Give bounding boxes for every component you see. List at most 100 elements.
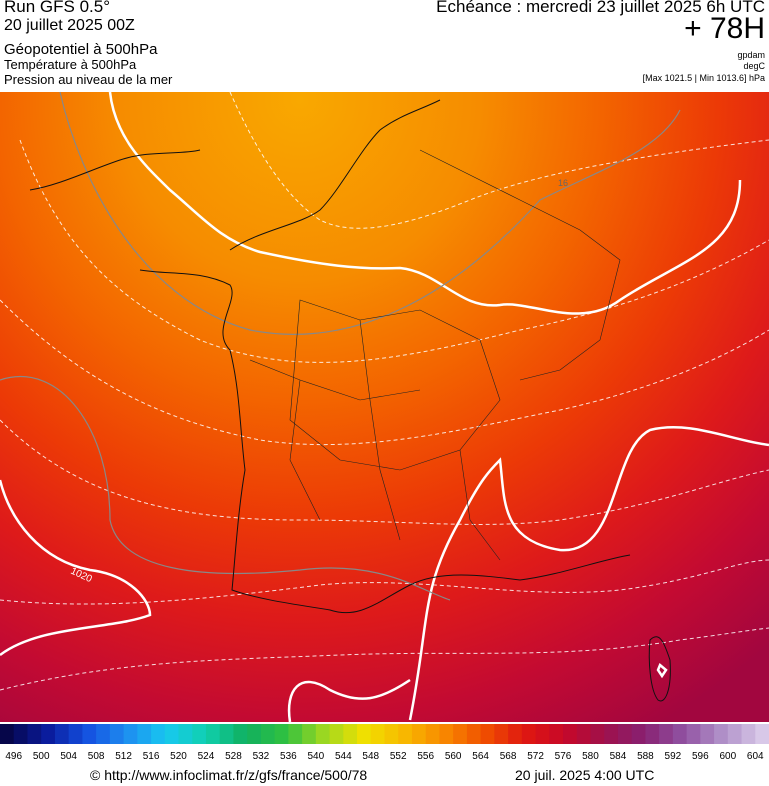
colorbar-swatch xyxy=(315,724,331,744)
colorbar-swatch xyxy=(370,724,385,744)
coastline xyxy=(29,99,671,702)
colorbar-swatch xyxy=(41,724,56,744)
colorbar-label: 564 xyxy=(472,751,489,762)
colorbar-swatch xyxy=(425,724,440,744)
colorbar-swatch xyxy=(480,724,495,744)
colorbar-swatch xyxy=(205,724,221,744)
colorbar-swatch xyxy=(535,724,550,744)
colorbar-label: 592 xyxy=(665,751,682,762)
colorbar-label: 596 xyxy=(692,751,709,762)
colorbar-swatch xyxy=(714,724,729,744)
colorbar-swatch xyxy=(123,724,138,744)
isobars xyxy=(0,91,681,601)
run: Run GFS 0.5° xyxy=(4,0,111,16)
colorbar-label: 600 xyxy=(719,751,736,762)
colorbar-label: 512 xyxy=(115,751,132,762)
colorbar-swatch xyxy=(631,724,646,744)
unit: gpdam xyxy=(737,50,765,60)
lead-time: + 78H xyxy=(684,12,765,45)
colorbar-swatch xyxy=(741,724,756,744)
colorbar-swatch xyxy=(604,724,619,744)
colorbar: 496 500 504 508 512 516 520 524 528 532 536 540 544 5… xyxy=(0,724,769,762)
colorbar-swatch xyxy=(329,724,344,744)
colorbar-swatch xyxy=(645,724,660,744)
colorbar-label: 568 xyxy=(500,751,517,762)
colorbar-swatch xyxy=(82,724,97,744)
colorbar-swatch xyxy=(590,724,605,744)
colorbar-swatch xyxy=(219,724,234,744)
colorbar-swatch xyxy=(247,724,262,744)
field-shading xyxy=(0,92,769,722)
colorbar-swatch xyxy=(439,724,454,744)
colorbar-swatch xyxy=(617,724,633,744)
colorbar-swatch xyxy=(508,724,523,744)
unit: degC xyxy=(743,61,765,71)
colorbar-swatch xyxy=(411,724,427,744)
colorbar-swatch xyxy=(233,724,248,744)
colorbar-swatch xyxy=(576,724,591,744)
colorbar-label: 528 xyxy=(225,751,242,762)
colorbar-swatch xyxy=(109,724,125,744)
colorbar-label: 604 xyxy=(747,751,764,762)
colorbar-swatch xyxy=(96,724,111,744)
colorbar-swatch xyxy=(13,724,28,744)
run-date: 20 juillet 2025 00Z xyxy=(4,17,135,34)
colorbar-swatch xyxy=(0,724,15,744)
colorbar-swatch xyxy=(137,724,152,744)
colorbar-swatch xyxy=(357,724,372,744)
colorbar-swatch xyxy=(164,724,180,744)
colorbar-label: 556 xyxy=(417,751,434,762)
colorbar-label: 524 xyxy=(198,751,215,762)
colorbar-swatch xyxy=(302,724,317,744)
contour-label: 16 xyxy=(558,178,568,188)
colorbar-label: 580 xyxy=(582,751,599,762)
colorbar-swatch xyxy=(755,724,769,744)
colorbar-swatch xyxy=(494,724,509,744)
borders xyxy=(249,149,621,561)
colorbar-label: 560 xyxy=(445,751,462,762)
colorbar-swatch xyxy=(672,724,688,744)
colorbar-swatch xyxy=(288,724,303,744)
generated-time: 20 juil. 2025 4:00 UTC xyxy=(515,767,655,783)
colorbar-label: 536 xyxy=(280,751,297,762)
colorbar-swatch xyxy=(151,724,166,744)
source: © http://www.infoclimat.fr/z/gfs/france/… xyxy=(90,767,368,783)
colorbar-label: 544 xyxy=(335,751,352,762)
colorbar-swatch xyxy=(398,724,413,744)
isohypses xyxy=(0,91,769,723)
colorbar-swatch xyxy=(68,724,83,744)
colorbar-label: 548 xyxy=(362,751,379,762)
colorbar-swatch xyxy=(260,724,276,744)
colorbar-label: 576 xyxy=(555,751,572,762)
colorbar-label: 588 xyxy=(637,751,654,762)
colorbar-label: 504 xyxy=(60,751,77,762)
colorbar-swatch xyxy=(384,724,399,744)
colorbar-swatch xyxy=(563,724,578,744)
colorbar-swatch xyxy=(549,724,564,744)
field3: Pression au niveau de la mer xyxy=(4,72,173,87)
isotherms xyxy=(0,91,769,691)
colorbar-label: 520 xyxy=(170,751,187,762)
colorbar-swatch xyxy=(27,724,42,744)
colorbar-label: 584 xyxy=(610,751,627,762)
valid-time: Echéance : mercredi 23 juillet 2025 6h U… xyxy=(436,0,765,16)
colorbar-label: 508 xyxy=(88,751,105,762)
field: Géopotentiel à 500hPa xyxy=(4,41,158,58)
colorbar-label: 540 xyxy=(307,751,324,762)
colorbar-label: 572 xyxy=(527,751,544,762)
field2: Température à 500hPa xyxy=(4,57,137,72)
colorbar-swatch xyxy=(274,724,289,744)
colorbar-swatch xyxy=(686,724,701,744)
colorbar-label: 532 xyxy=(253,751,270,762)
colorbar-swatch xyxy=(521,724,537,744)
colorbar-swatch xyxy=(466,724,482,744)
colorbar-label: 496 xyxy=(5,751,22,762)
colorbar-swatch xyxy=(192,724,207,744)
colorbar-label: 500 xyxy=(33,751,50,762)
colorbar-swatch xyxy=(727,724,743,744)
colorbar-swatch xyxy=(659,724,674,744)
unit: [Max 1021.5 | Min 1013.6] hPa xyxy=(642,73,765,83)
colorbar-label: 516 xyxy=(143,751,160,762)
